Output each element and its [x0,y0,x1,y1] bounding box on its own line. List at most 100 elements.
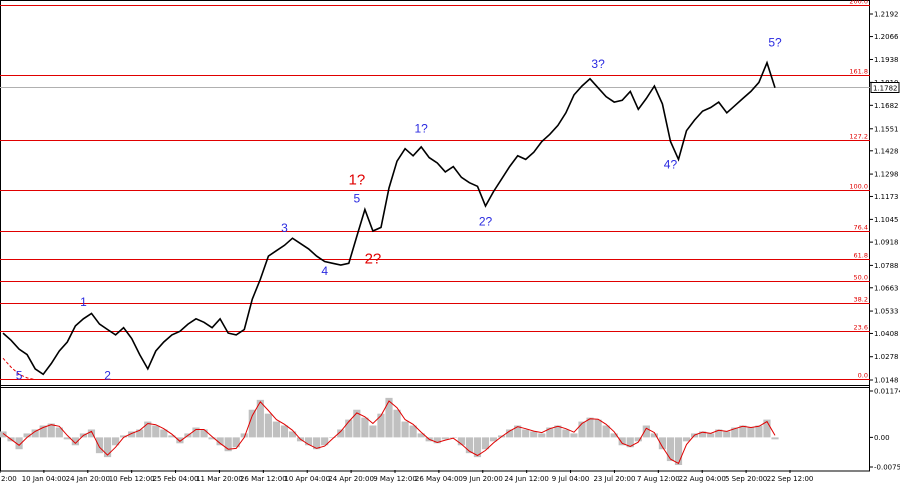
y-tick-label: 1.1173 [874,193,899,201]
oscillator-bar [449,437,457,438]
oscillator-bar [538,433,546,438]
oscillator-bar [345,419,353,438]
oscillator-bar [39,425,47,438]
wave-label: 1 [80,295,87,309]
fib-level-label: 100.0 [849,183,868,191]
x-tick-label: 2:00 [1,475,17,483]
oscillator-bar [570,433,578,438]
oscillator-bar [152,425,160,438]
oscillator-bar [401,421,409,438]
oscillator-bar [160,429,168,438]
oscillator-bar [87,429,96,438]
oscillator-bar [489,437,498,442]
y-tick-label: 1.0278 [874,353,899,361]
oscillator-bar [481,437,490,450]
oscillator-bar [393,409,401,438]
y-tick-label: 1.0788 [874,262,899,270]
oscillator-bar [409,425,417,438]
fib-level-label: 200.0 [849,0,868,6]
y-tick-label: 1.2066 [874,33,899,41]
oscillator-bar [136,429,144,438]
y-tick-label: 1.2192 [874,11,899,19]
price-series-line [2,60,776,376]
fib-level-label: 0.0 [858,372,868,380]
oscillator-bar [216,437,224,446]
fib-level-label: 76.4 [854,224,868,232]
oscillator-bar [337,429,345,438]
oscillator-bar [63,437,71,440]
y-tick-label: 1.1045 [874,216,899,224]
oscillator-bar [15,437,23,450]
wave-label: 2? [365,250,382,267]
oscillator-bar [506,429,514,438]
oscillator-bar [264,413,272,438]
oscillator-bar [763,419,771,438]
oscillator-bar [658,437,667,450]
oscillator-bar [71,437,79,446]
wave-label: 4? [664,157,678,171]
oscillator-bar [441,437,449,440]
oscillator-bar [530,431,538,438]
oscillator-bar [256,399,264,438]
y-tick-label: 1.0148 [874,377,899,385]
oscillator-bar [272,421,281,438]
oscillator-bar [723,431,731,438]
oscillator-bar [200,429,208,438]
oscillator-bar [111,437,120,446]
oscillator-bar [618,437,626,446]
oscillator-bar [522,429,530,438]
wave-label: 5 [353,191,360,205]
wave-label: 5? [768,36,782,50]
oscillator-bar [168,435,176,438]
oscillator-bar [634,437,642,442]
x-tick-label: 10 Jan 04:00 [22,475,66,483]
osc-y-tick-label: 0.01174 [874,388,900,396]
oscillator-signal-line [2,400,776,465]
osc-y-tick-label: -0.0075 [874,464,900,472]
oscillator-bar [385,397,393,438]
oscillator-bar [747,427,755,438]
y-tick-label: 1.0663 [874,284,899,292]
y-tick-label: 1.1551 [874,125,899,133]
oscillator-bar [642,425,650,438]
oscillator-bar [55,427,63,438]
wave-label: 5 [16,369,23,383]
wave-label: 2 [104,369,111,383]
oscillator-bar [465,437,474,454]
y-tick-label: 1.0918 [874,239,899,247]
fib-level-label: 50.0 [854,274,868,282]
oscillator-bar [280,425,289,438]
oscillator-bar [176,437,184,444]
wave-label: 3? [591,57,605,71]
x-tick-label: 7 Aug 12:00 [637,475,680,483]
oscillator-bar [103,437,112,458]
oscillator-bar [562,429,570,438]
oscillator-bar [594,419,602,438]
x-tick-label: 9 Jul 04:00 [552,475,590,483]
oscillator-bar [457,437,465,446]
oscillator-bar [586,417,594,438]
x-tick-label: 9 May 12:00 [373,475,417,483]
fib-level-label: 38.2 [854,296,868,304]
oscillator-bar [120,435,128,438]
oscillator-bar [674,437,683,466]
oscillator-bar [473,437,482,458]
oscillator-bar [771,437,779,440]
y-tick-label: 1.1298 [874,171,899,179]
oscillator-bar [224,437,232,452]
oscillator-bar [739,425,747,438]
oscillator-bar [232,437,240,448]
oscillator-bar [353,409,361,438]
oscillator-bar [417,433,425,438]
oscillator-bar [329,437,337,438]
x-tick-label: 26 Mar 12:00 [240,475,287,483]
oscillator-bar [610,433,618,438]
oscillator-bar [248,409,256,438]
oscillator-bar [95,437,104,454]
oscillator-bar [602,425,610,438]
x-tick-label: 22 Sep 12:00 [767,475,814,483]
oscillator-bar [682,437,691,442]
x-tick-label: 10 Feb 12:00 [109,475,155,483]
current-price-label: 1.1782 [873,85,898,93]
